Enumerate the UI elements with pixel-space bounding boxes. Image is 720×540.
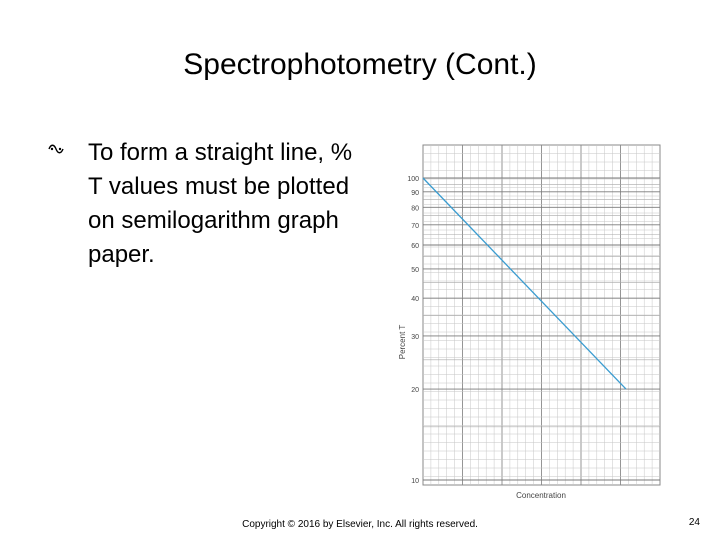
semilog-chart: 100 90 80 70 60 50 40 30 20 10 Percent T Concentr… [398,144,661,500]
page-number: 24 [688,517,700,528]
chart-y-axis-label: Percent T [398,325,407,360]
slide-title: Spectrophotometry (Cont.) [183,48,537,81]
chart-y-ticks: 100 90 80 70 60 50 40 30 20 10 [407,176,419,485]
series-line [422,177,627,390]
chart-series [422,177,627,390]
y-tick-label: 50 [411,267,419,274]
y-tick-label: 70 [411,223,419,230]
wingding-bullet-icon [48,140,70,162]
y-tick-label: 80 [411,205,419,212]
y-tick-label: 20 [411,387,419,394]
chart-x-axis-label: Concentration [516,491,566,500]
y-tick-label: 60 [411,243,419,250]
y-tick-label: 100 [407,176,419,183]
y-tick-label: 90 [411,190,419,197]
y-tick-label: 40 [411,296,419,303]
bullet-text: To form a straight line, % T values must… [88,139,353,268]
chart-grid [422,144,661,486]
y-tick-label: 30 [411,334,419,341]
copyright-footer: Copyright © 2016 by Elsevier, Inc. All r… [242,519,478,530]
y-tick-label: 10 [411,478,419,485]
